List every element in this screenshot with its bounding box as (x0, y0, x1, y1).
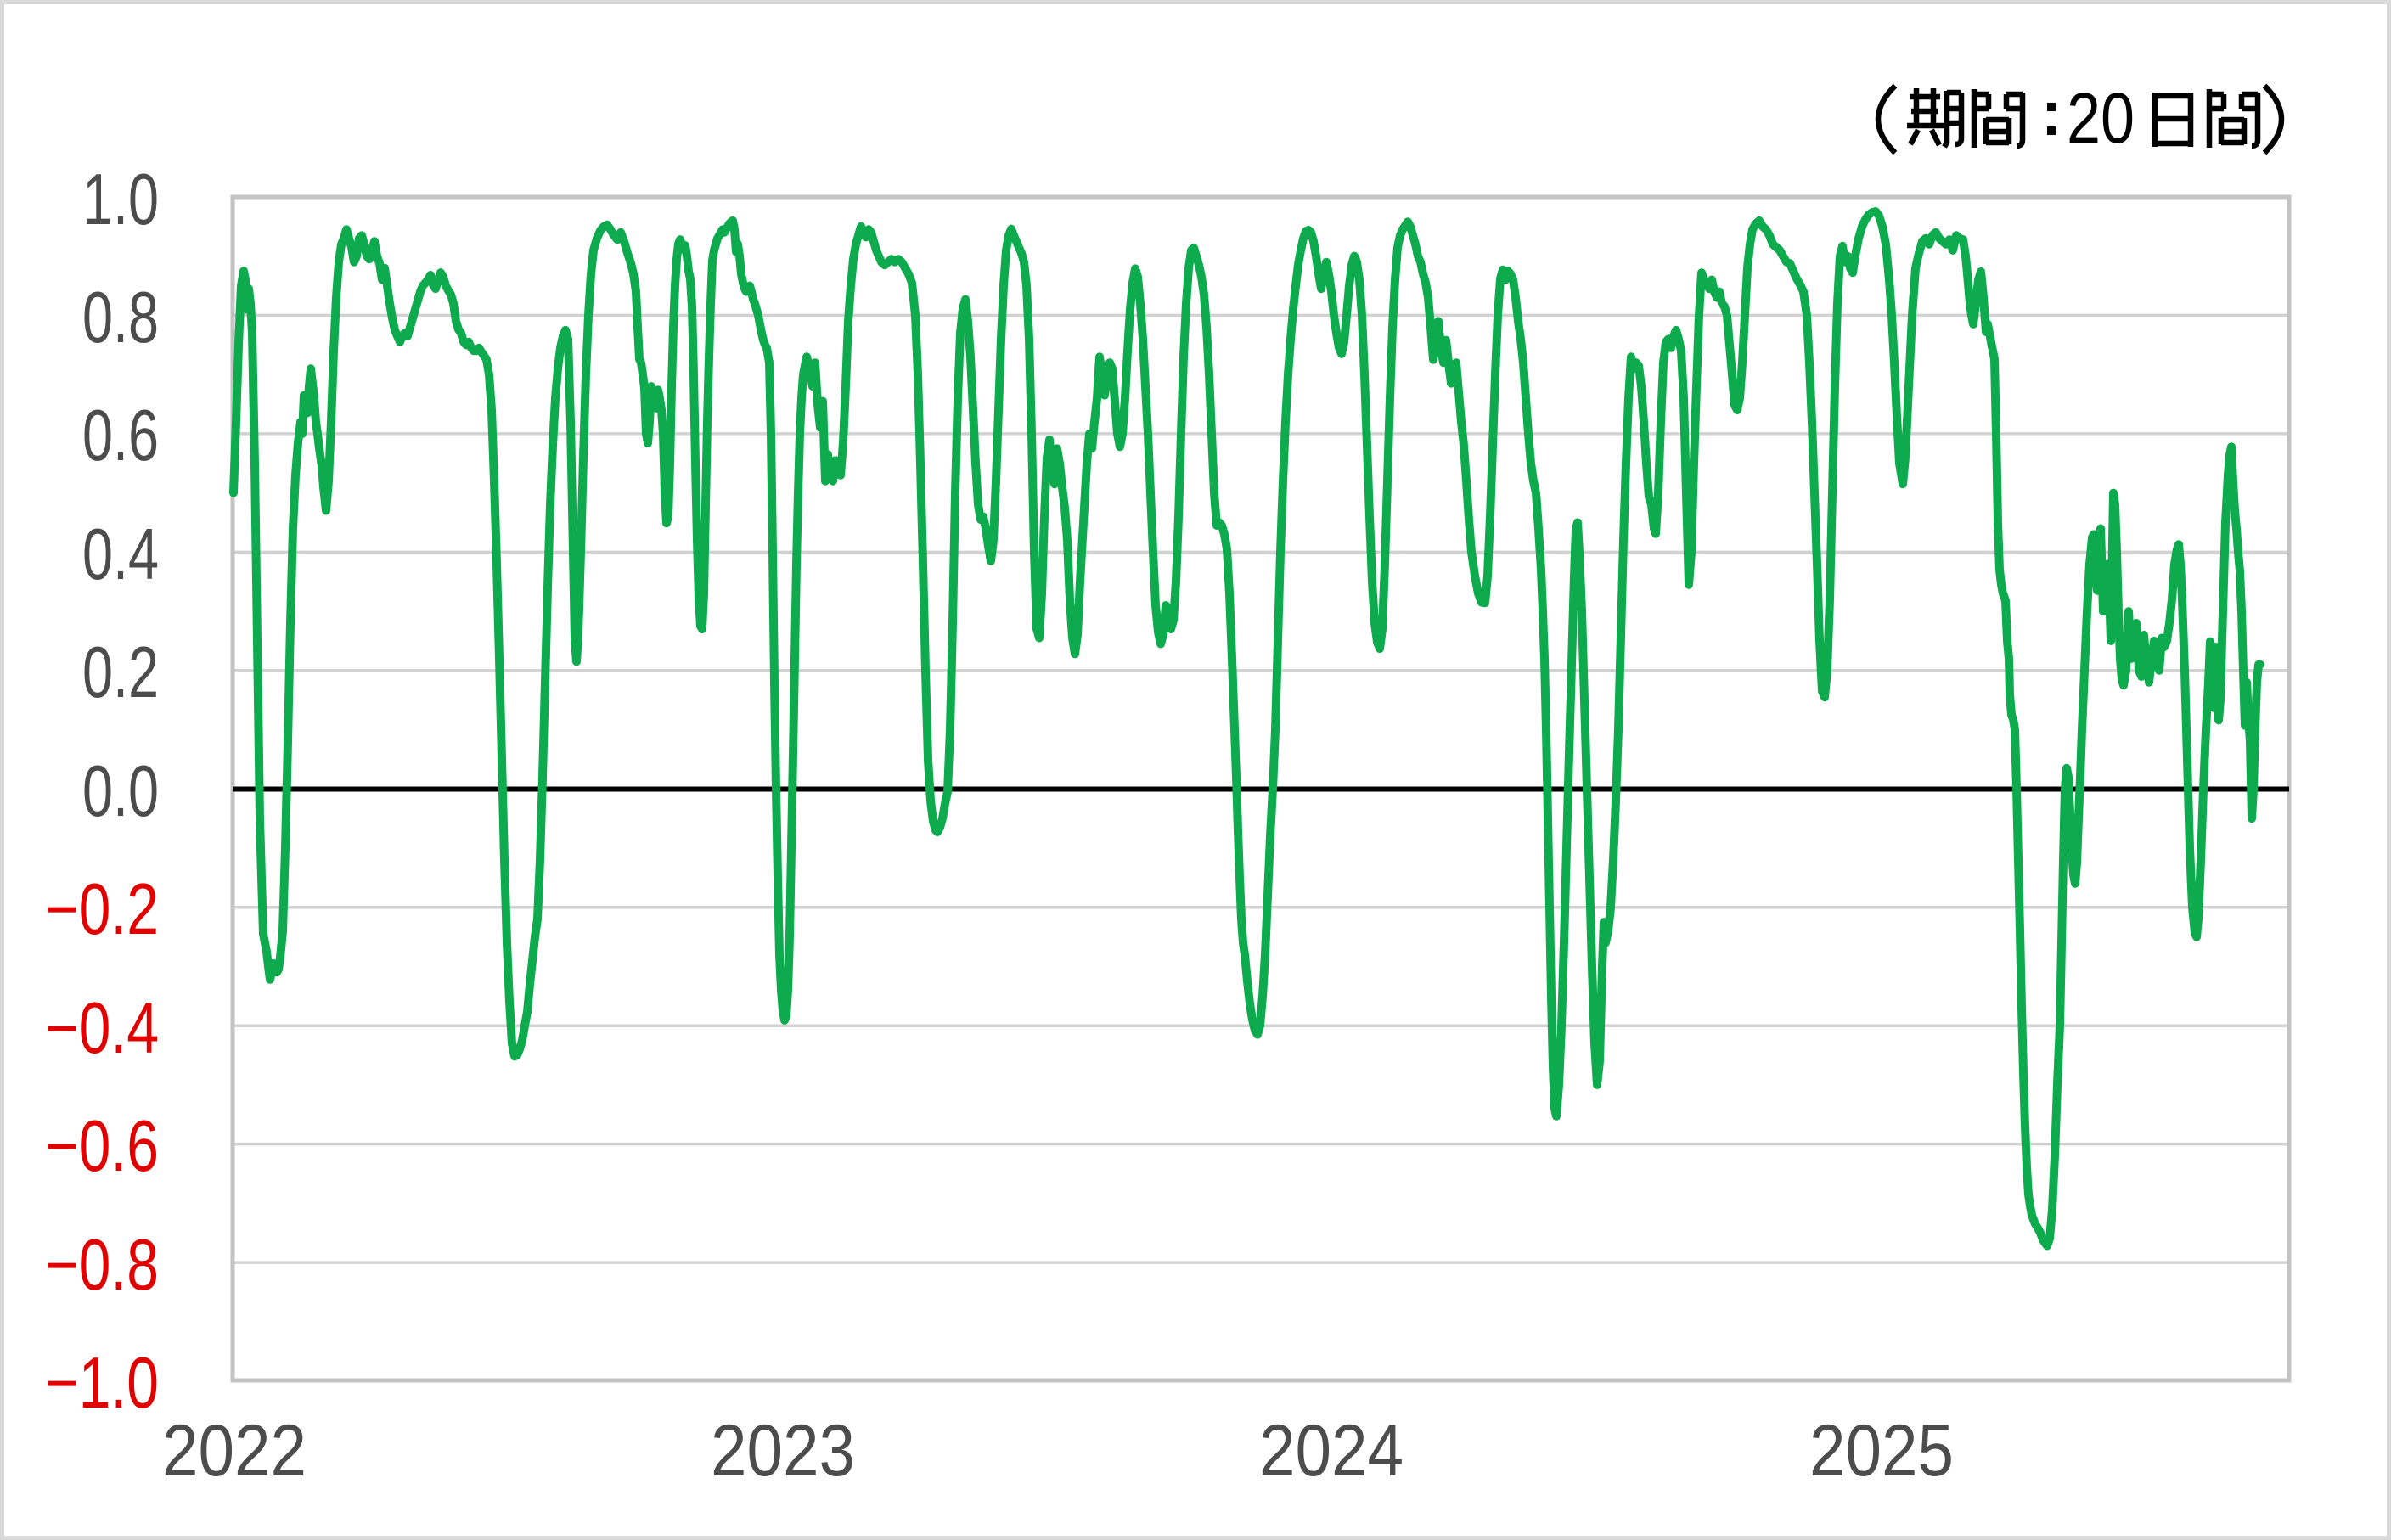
svg-text:0.6: 0.6 (82, 396, 159, 476)
svg-text:−0.6: −0.6 (45, 1106, 159, 1187)
svg-text:0.8: 0.8 (82, 278, 159, 358)
svg-text:1.0: 1.0 (82, 160, 159, 240)
svg-text:0.2: 0.2 (82, 632, 159, 713)
svg-text:−0.4: −0.4 (45, 988, 159, 1069)
svg-text:2024: 2024 (1259, 1410, 1404, 1492)
svg-text:0.4: 0.4 (82, 514, 159, 595)
svg-text:2022: 2022 (162, 1410, 307, 1492)
svg-text:0.0: 0.0 (82, 751, 159, 832)
svg-text:2023: 2023 (711, 1410, 855, 1492)
svg-text:−1.0: −1.0 (45, 1343, 159, 1424)
svg-text:−0.8: −0.8 (45, 1225, 159, 1306)
svg-text:20: 20 (2067, 78, 2135, 158)
svg-text:−0.2: −0.2 (45, 869, 159, 950)
svg-text:2025: 2025 (1809, 1410, 1954, 1492)
